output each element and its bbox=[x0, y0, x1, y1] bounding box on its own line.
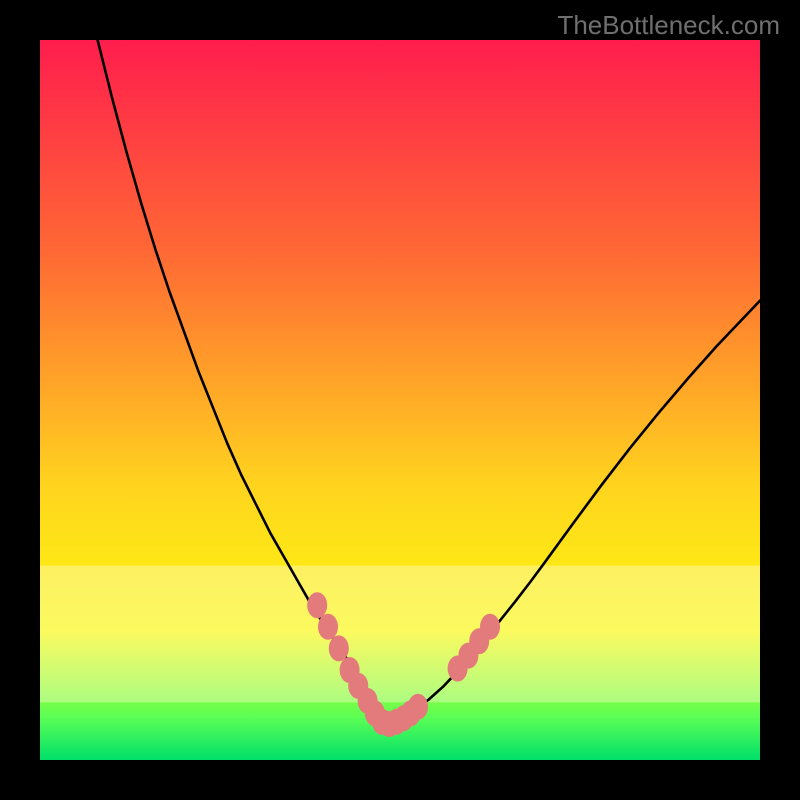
watermark-text: TheBottleneck.com bbox=[557, 10, 780, 41]
curve-marker bbox=[307, 592, 327, 618]
bottleneck-chart bbox=[0, 0, 800, 800]
highlight-band bbox=[40, 566, 760, 703]
curve-marker bbox=[408, 694, 428, 720]
curve-marker bbox=[480, 614, 500, 640]
curve-marker bbox=[318, 614, 338, 640]
curve-marker bbox=[329, 635, 349, 661]
plot-area bbox=[40, 40, 760, 760]
